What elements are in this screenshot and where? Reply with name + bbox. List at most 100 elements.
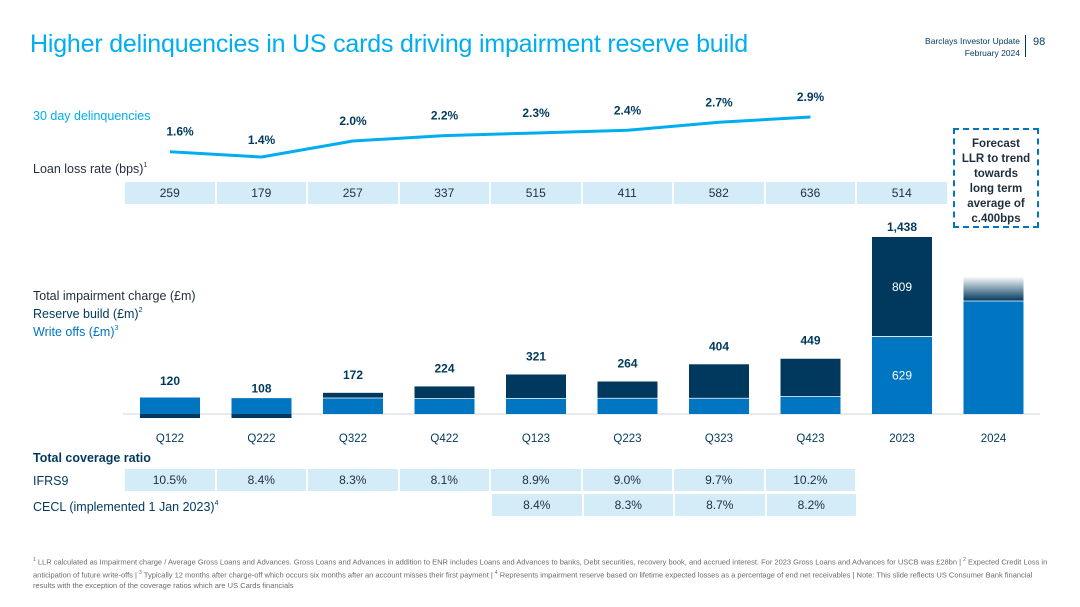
reserve-build-bar <box>231 414 292 418</box>
x-tick-label: Q222 <box>247 433 275 445</box>
ifrs9-cell: 10.2% <box>765 469 855 491</box>
llr-cell: 179 <box>216 182 306 204</box>
delinquency-line <box>169 115 811 159</box>
reserve-build-bar <box>689 364 749 399</box>
ifrs9-cell: 8.4% <box>216 469 306 491</box>
bar-total-label: 172 <box>343 368 363 382</box>
write-offs-bar <box>323 397 383 414</box>
write-offs-text: Write offs (£m) <box>33 325 115 339</box>
cecl-cell: 8.7% <box>675 494 765 516</box>
llr-cell: 257 <box>308 182 398 204</box>
forecast-line: towards <box>973 168 1019 180</box>
x-tick-label: Q422 <box>430 433 458 445</box>
loan-loss-rate-note: 1 <box>143 162 148 169</box>
bar-total-label: 264 <box>617 357 637 371</box>
write-offs-bar <box>414 398 475 414</box>
cecl-note: 4 <box>214 500 219 507</box>
delinquency-value-label: 2.3% <box>522 106 550 120</box>
write-offs-bar <box>689 398 749 414</box>
write-offs-bar <box>780 396 841 414</box>
llr-cell: 411 <box>582 182 672 204</box>
write-offs-bar <box>140 397 200 414</box>
delinquency-value-label: 2.9% <box>797 90 825 104</box>
llr-cell: 515 <box>491 182 581 204</box>
cecl-row: 8.4% 8.3% 8.7% 8.2% <box>492 494 856 516</box>
ifrs9-cell: 10.5% <box>125 469 215 491</box>
reserve-build-bar <box>323 392 383 398</box>
write-offs-note: 3 <box>114 325 119 332</box>
page-title: Higher delinquencies in US cards driving… <box>30 30 748 58</box>
reserve-build-bar <box>414 386 475 399</box>
delinquencies-label: 30 day delinquencies <box>33 109 151 123</box>
reserve-build-label: Reserve build (£m)2 <box>33 307 143 321</box>
forecast-callout: Forecast LLR to trend towards long term … <box>953 128 1039 228</box>
total-coverage-label: Total coverage ratio <box>33 451 151 465</box>
cecl-label: CECL (implemented 1 Jan 2023)4 <box>33 500 218 514</box>
reserve-build-text: Reserve build (£m) <box>33 307 139 321</box>
ifrs9-cell: 9.7% <box>674 469 764 491</box>
bar-total-label: 321 <box>526 349 546 363</box>
header-meta: Barclays Investor Update February 2024 <box>925 35 1020 59</box>
delinquency-value-label: 2.4% <box>614 103 642 117</box>
delinquency-value-label: 2.7% <box>705 95 733 109</box>
page-number: 98 <box>1033 36 1046 48</box>
bar-total-label: 404 <box>709 339 729 353</box>
llr-cell: 582 <box>674 182 764 204</box>
delinquency-value-label: 1.4% <box>248 133 276 147</box>
llr-cell: 514 <box>857 182 947 204</box>
reserve-build-bar <box>872 237 932 337</box>
llr-cell: 337 <box>399 182 489 204</box>
header-date: February 2024 <box>964 48 1020 58</box>
header-divider <box>1025 35 1026 57</box>
write-offs-bar <box>872 336 932 414</box>
write-offs-bar <box>963 301 1024 414</box>
footnote: 1 LLR calculated as Impairment charge / … <box>33 555 1053 591</box>
bar-total-label: 224 <box>434 361 454 375</box>
reserve-build-bar <box>963 276 1024 302</box>
delinquency-value-label: 2.2% <box>431 109 459 123</box>
total-impairment-label: Total impairment charge (£m) <box>33 289 196 303</box>
ifrs9-cell: 8.9% <box>491 469 581 491</box>
reserve-build-bar <box>140 414 200 418</box>
reserve-build-bar <box>597 381 658 399</box>
cecl-cell: 8.3% <box>583 494 673 516</box>
ifrs9-label: IFRS9 <box>33 474 69 488</box>
x-tick-label: Q223 <box>613 433 641 445</box>
llr-cell: 259 <box>125 182 215 204</box>
bar-total-label: 120 <box>160 374 180 388</box>
x-tick-label: 2024 <box>981 433 1007 445</box>
footnote-marker: 4 <box>494 569 498 576</box>
write-offs-bar <box>597 398 658 414</box>
x-tick-label: Q423 <box>796 433 824 445</box>
x-tick-label: 2023 <box>889 433 915 445</box>
ifrs9-cell: 8.3% <box>308 469 398 491</box>
write-offs-bar <box>231 397 292 414</box>
footnote-text: Expected Credit Loss in anticipation of … <box>33 557 1048 580</box>
write-offs-segment-label: 629 <box>892 368 912 382</box>
llr-cell: 636 <box>765 182 855 204</box>
cecl-cell: 8.2% <box>766 494 856 516</box>
loan-loss-rate-text: Loan loss rate (bps) <box>33 162 144 176</box>
loan-loss-rate-row: 259 179 257 337 515 411 582 636 514 <box>125 182 947 204</box>
reserve-build-bar <box>506 374 566 399</box>
footnote-marker: 3 <box>139 569 142 576</box>
cecl-cell: 8.4% <box>492 494 582 516</box>
forecast-line: average of <box>967 198 1025 210</box>
header-org: Barclays Investor Update <box>925 36 1020 46</box>
forecast-line: Forecast <box>972 138 1020 150</box>
ifrs9-cell: 8.1% <box>399 469 489 491</box>
x-tick-label: Q122 <box>156 433 184 445</box>
bar-total-label: 108 <box>251 382 271 396</box>
footnote-text: Typically 12 months after charge-off whi… <box>143 570 493 579</box>
write-offs-bar <box>506 398 566 414</box>
delinquency-value-label: 1.6% <box>166 125 194 139</box>
forecast-line: c.400bps <box>971 213 1021 225</box>
footnote-text: Represents impairment reserve based on l… <box>33 570 1033 590</box>
ifrs9-row: 10.5% 8.4% 8.3% 8.1% 8.9% 9.0% 9.7% 10.2… <box>125 469 855 491</box>
reserve-build-note: 2 <box>138 307 143 314</box>
reserve-build-segment-label: 809 <box>892 280 912 294</box>
impairment-chart: 1.6% 1.4% 2.0% 2.2% 2.3% 2.4% 2.7% 2.9% 120 Q122 1… <box>123 90 1040 445</box>
write-offs-label: Write offs (£m)3 <box>33 325 118 339</box>
reserve-build-bar <box>780 358 841 397</box>
delinquency-value-label: 2.0% <box>339 114 367 128</box>
